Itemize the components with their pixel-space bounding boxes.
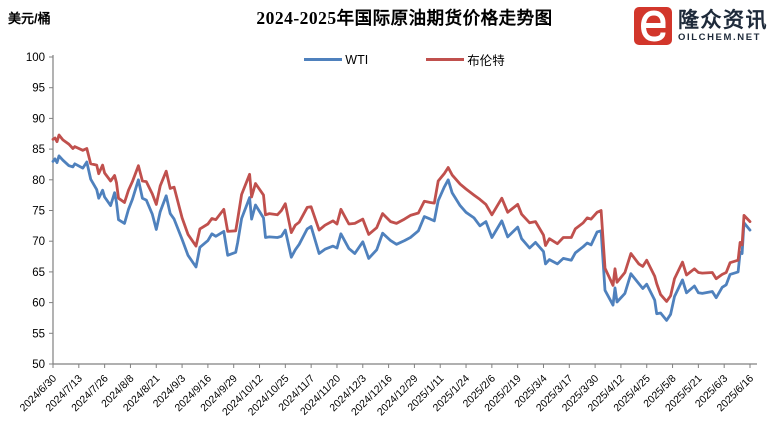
legend-label-wti: WTI <box>345 52 369 67</box>
wti-line-swatch <box>304 57 343 62</box>
legend-item-wti: WTI <box>304 53 368 67</box>
y-tick-label: 55 <box>32 328 45 340</box>
legend-label-brent: 布伦特 <box>467 54 505 68</box>
y-tick-label: 50 <box>32 359 45 371</box>
chart-title: 2024-2025年国际原油期货价格走势图 <box>256 8 553 28</box>
y-tick-label: 80 <box>32 175 45 187</box>
y-tick-label: 100 <box>26 52 45 64</box>
y-axis-unit-label: 美元/桶 <box>8 11 51 26</box>
y-tick-label: 95 <box>32 83 45 95</box>
y-tick-label: 75 <box>32 206 45 218</box>
oilchem-e-icon <box>634 7 672 45</box>
y-tick-label: 85 <box>32 144 45 156</box>
brent-price-line <box>51 133 752 303</box>
logo-brand-en: OILCHEM.NET <box>678 31 762 43</box>
oilchem-logo: 隆众资讯 OILCHEM.NET <box>633 6 768 46</box>
brent-line-swatch <box>426 57 465 62</box>
y-tick-label: 90 <box>32 113 45 125</box>
logo-brand-cn: 隆众资讯 <box>678 8 768 32</box>
logo-text: 隆众资讯 OILCHEM.NET <box>678 10 768 43</box>
wti-price-line <box>51 154 752 322</box>
y-tick-label: 65 <box>32 267 45 279</box>
y-tick-label: 70 <box>32 236 45 248</box>
chart-legend: WTI 布伦特 <box>53 50 756 69</box>
y-tick-label: 60 <box>32 298 45 310</box>
legend-item-brent: 布伦特 <box>426 50 505 69</box>
